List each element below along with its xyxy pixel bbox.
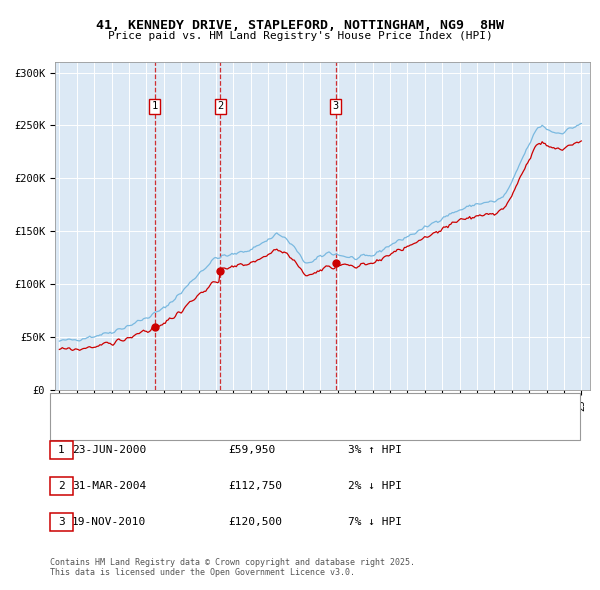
Text: 3: 3 xyxy=(58,517,65,527)
Text: 31-MAR-2004: 31-MAR-2004 xyxy=(72,481,146,491)
Text: 1: 1 xyxy=(152,101,158,112)
Text: £120,500: £120,500 xyxy=(228,517,282,527)
Text: 23-JUN-2000: 23-JUN-2000 xyxy=(72,445,146,455)
Text: Contains HM Land Registry data © Crown copyright and database right 2025.
This d: Contains HM Land Registry data © Crown c… xyxy=(50,558,415,578)
Text: 2: 2 xyxy=(58,481,65,491)
Text: HPI: Average price, semi-detached house, Broxtowe: HPI: Average price, semi-detached house,… xyxy=(83,418,371,428)
Text: 41, KENNEDY DRIVE, STAPLEFORD, NOTTINGHAM, NG9  8HW: 41, KENNEDY DRIVE, STAPLEFORD, NOTTINGHA… xyxy=(96,19,504,32)
Text: ——: —— xyxy=(56,403,79,416)
Text: 2% ↓ HPI: 2% ↓ HPI xyxy=(348,481,402,491)
Text: 3: 3 xyxy=(332,101,339,112)
Text: Price paid vs. HM Land Registry's House Price Index (HPI): Price paid vs. HM Land Registry's House … xyxy=(107,31,493,41)
Text: 2: 2 xyxy=(217,101,223,112)
Text: 41, KENNEDY DRIVE, STAPLEFORD, NOTTINGHAM, NG9 8HW (semi-detached house): 41, KENNEDY DRIVE, STAPLEFORD, NOTTINGHA… xyxy=(83,404,506,414)
Text: £112,750: £112,750 xyxy=(228,481,282,491)
Text: ——: —— xyxy=(56,417,79,430)
Text: 7% ↓ HPI: 7% ↓ HPI xyxy=(348,517,402,527)
Text: 1: 1 xyxy=(58,445,65,455)
Text: £59,950: £59,950 xyxy=(228,445,275,455)
Text: 3% ↑ HPI: 3% ↑ HPI xyxy=(348,445,402,455)
Text: 19-NOV-2010: 19-NOV-2010 xyxy=(72,517,146,527)
